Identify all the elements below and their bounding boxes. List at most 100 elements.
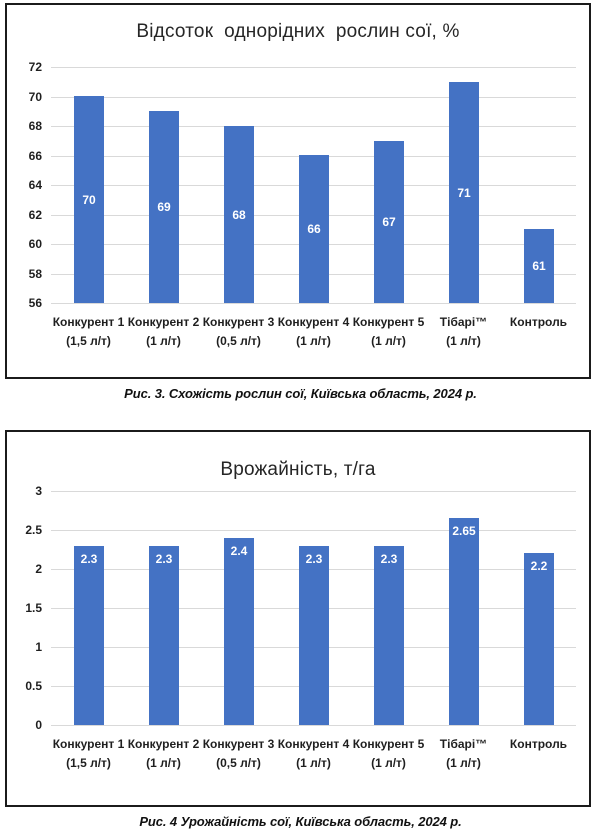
category-dose: (1 л/т) — [446, 756, 481, 770]
chart-title: Відсоток однорідних рослин сої, % — [136, 21, 460, 42]
bar-value-label: 2.3 — [155, 552, 173, 566]
category-dose: (1 л/т) — [371, 756, 406, 770]
bar-chart-yield: Врожайність, т/га 3 2.5 2 1.5 1 0.5 0 2.3 2.3 2.4… — [7, 432, 589, 805]
x-category-label: Контроль — [501, 735, 576, 754]
bar-value-label: 2.4 — [230, 544, 248, 558]
category-dose: (1 л/т) — [296, 334, 331, 348]
figure-4-frame: Врожайність, т/га 3 2.5 2 1.5 1 0.5 0 2.3 2.3 2.4… — [5, 430, 591, 807]
category-dose: (1 л/т) — [371, 334, 406, 348]
bar: 2.4 — [224, 538, 254, 725]
gridline — [51, 491, 576, 492]
category-dose: (1,5 л/т) — [66, 334, 111, 348]
bar-value-label: 70 — [82, 192, 96, 207]
category-name: Конкурент 2 — [127, 737, 200, 751]
y-axis-tick-label: 58 — [28, 267, 42, 281]
bar: 66 — [299, 155, 329, 303]
bar-value-label: 2.2 — [530, 559, 548, 573]
category-name: Тібарі™ — [439, 737, 488, 751]
bar-value-label: 71 — [457, 185, 471, 200]
category-name: Конкурент 3 — [202, 315, 275, 329]
x-category-label: Тібарі™ (1 л/т) — [426, 313, 501, 351]
x-category-label: Конкурент 4 (1 л/т) — [276, 313, 351, 351]
bar: 2.2 — [524, 553, 554, 725]
bar: 71 — [449, 82, 479, 303]
x-category-label: Контроль — [501, 313, 576, 332]
y-axis-tick-label: 1 — [35, 640, 42, 654]
bar-chart-homogeneous-plants: Відсоток однорідних рослин сої, % 72 70 68… — [7, 5, 589, 377]
bar: 61 — [524, 229, 554, 303]
figure-4-caption: Рис. 4 Урожайність сої, Київська область… — [139, 814, 462, 829]
bar: 2.3 — [299, 546, 329, 725]
category-dose: (0,5 л/т) — [216, 756, 261, 770]
bar: 2.65 — [449, 518, 479, 725]
y-axis-tick-label: 60 — [28, 237, 42, 251]
y-axis-tick-label: 62 — [28, 208, 42, 222]
bar: 2.3 — [374, 546, 404, 725]
y-axis-tick-label: 0.5 — [25, 679, 42, 693]
category-name: Конкурент 4 — [277, 315, 350, 329]
bar-value-label: 2.3 — [380, 552, 398, 566]
y-axis-tick-label: 70 — [28, 90, 42, 104]
y-axis-tick-label: 72 — [28, 60, 42, 74]
bar: 68 — [224, 126, 254, 303]
category-name: Конкурент 4 — [277, 737, 350, 751]
y-axis-tick-label: 66 — [28, 149, 42, 163]
y-axis-tick-label: 64 — [28, 178, 42, 192]
figure-3-frame: Відсоток однорідних рослин сої, % 72 70 68… — [5, 3, 591, 379]
y-axis-tick-label: 68 — [28, 119, 42, 133]
category-name: Конкурент 3 — [202, 737, 275, 751]
bar: 67 — [374, 141, 404, 303]
bar-value-label: 69 — [157, 200, 171, 214]
x-category-label: Конкурент 3 (0,5 л/т) — [201, 313, 276, 351]
bar: 2.3 — [149, 546, 179, 725]
x-category-label: Тібарі™ (1 л/т) — [426, 735, 501, 773]
category-name: Конкурент 1 — [52, 315, 125, 329]
chart-title: Врожайність, т/га — [220, 459, 376, 480]
gridline — [51, 530, 576, 531]
y-axis-tick-label: 0 — [35, 718, 42, 732]
category-name: Тібарі™ — [439, 315, 488, 329]
gridline — [51, 67, 576, 68]
x-category-label: Конкурент 4 (1 л/т) — [276, 735, 351, 773]
gridline — [51, 126, 576, 127]
category-name: Конкурент 5 — [352, 737, 425, 751]
category-name: Контроль — [509, 315, 568, 329]
gridline — [51, 303, 576, 304]
x-category-label: Конкурент 1 (1,5 л/т) — [51, 735, 126, 773]
category-dose: (1 л/т) — [446, 334, 481, 348]
bar: 2.3 — [74, 546, 104, 725]
category-name: Конкурент 2 — [127, 315, 200, 329]
x-category-label: Конкурент 5 (1 л/т) — [351, 735, 426, 773]
y-axis-tick-label: 3 — [35, 484, 42, 498]
category-dose: (1 л/т) — [146, 756, 181, 770]
y-axis-tick-label: 2.5 — [25, 523, 42, 537]
bar-value-label: 2.3 — [305, 552, 323, 566]
bar-value-label: 66 — [307, 222, 321, 236]
x-category-label: Конкурент 2 (1 л/т) — [126, 313, 201, 351]
category-dose: (1,5 л/т) — [66, 756, 111, 770]
x-category-label: Конкурент 3 (0,5 л/т) — [201, 735, 276, 773]
bar-value-label: 61 — [532, 259, 546, 273]
gridline — [51, 725, 576, 726]
gridline — [51, 97, 576, 98]
bar-value-label: 2.65 — [452, 524, 476, 538]
category-dose: (1 л/т) — [296, 756, 331, 770]
bar: 70 — [74, 96, 104, 303]
bar: 69 — [149, 111, 179, 303]
plot-area: 3 2.5 2 1.5 1 0.5 0 2.3 2.3 2.4 2.3 2.3 2.65 2.2 — [25, 484, 576, 732]
y-axis-tick-label: 56 — [28, 296, 42, 310]
x-category-label: Конкурент 2 (1 л/т) — [126, 735, 201, 773]
figure-3-caption: Рис. 3. Схожість рослин сої, Київська об… — [124, 386, 477, 401]
y-axis-tick-label: 1.5 — [25, 601, 42, 615]
bar-value-label: 2.3 — [80, 552, 98, 566]
plot-area: 72 70 68 66 64 62 60 58 56 70 69 68 66 67 71 61 — [29, 60, 576, 310]
x-category-label: Конкурент 1 (1,5 л/т) — [51, 313, 126, 351]
x-category-label: Конкурент 5 (1 л/т) — [351, 313, 426, 351]
category-dose: (0,5 л/т) — [216, 334, 261, 348]
y-axis-tick-label: 2 — [35, 562, 42, 576]
bar-value-label: 68 — [232, 207, 246, 222]
category-name: Контроль — [509, 737, 568, 751]
category-name: Конкурент 1 — [52, 737, 125, 751]
bar-value-label: 67 — [382, 215, 396, 229]
